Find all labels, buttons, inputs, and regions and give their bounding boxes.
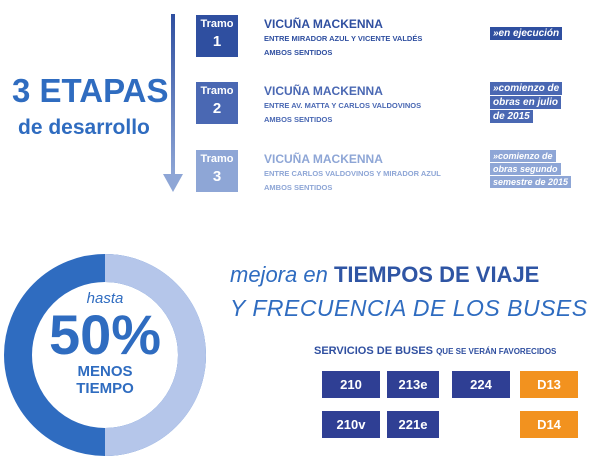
- tramo-status: »en ejecución: [490, 27, 574, 41]
- heading: 3 ETAPAS: [12, 72, 169, 109]
- donut-bottom: MENOS: [77, 363, 133, 380]
- donut-half: [104, 254, 206, 456]
- bus-service: 213e: [387, 371, 439, 398]
- donut-big: 50%: [48, 303, 162, 366]
- donut: [4, 254, 206, 456]
- subheading: de desarrollo: [18, 116, 150, 139]
- bus-service: D14: [520, 411, 578, 438]
- donut-bottom: TIEMPO: [76, 380, 134, 397]
- donut-top: hasta: [86, 290, 124, 307]
- tramo-box: Tramo 2: [196, 82, 238, 124]
- tramo-title: VICUÑA MACKENNA: [264, 152, 383, 166]
- headline-strong: TIEMPOS DE VIAJE: [333, 262, 540, 287]
- bus-service: 221e: [387, 411, 439, 438]
- tramo-line: AMBOS SENTIDOS: [264, 115, 333, 124]
- status-line: »comienzo de: [490, 82, 563, 95]
- services-title: SERVICIOS DE BUSES QUE SE VERÁN FAVORECI…: [314, 345, 556, 357]
- tramo-line: ENTRE MIRADOR AZUL Y VICENTE VALDÉS: [264, 34, 423, 43]
- tramo-number: 2: [212, 100, 222, 117]
- tramo-line: AMBOS SENTIDOS: [264, 48, 333, 57]
- headline-line2: Y FRECUENCIA DE LOS BUSES: [230, 295, 588, 321]
- tramo-line: ENTRE AV. MATTA Y CARLOS VALDOVINOS: [264, 101, 422, 110]
- status-line: »comienzo de: [490, 150, 556, 162]
- timeline-arrow: [163, 14, 183, 192]
- bus-service: D13: [520, 371, 578, 398]
- tramo-box: Tramo 3: [196, 150, 238, 192]
- tramo-label: Tramo: [200, 18, 234, 30]
- status-line: »en ejecución: [490, 27, 563, 40]
- status-line: de 2015: [490, 110, 533, 123]
- bus-service: 210v: [322, 411, 380, 438]
- tramo-number: 3: [212, 168, 222, 185]
- headline: mejora en TIEMPOS DE VIAJE: [230, 262, 539, 288]
- tramo-line: ENTRE CARLOS VALDOVINOS Y MIRADOR AZUL: [264, 169, 441, 178]
- bus-service: 210: [322, 371, 380, 398]
- services-heading: SERVICIOS DE BUSES: [314, 345, 433, 357]
- bus-service: 224: [452, 371, 510, 398]
- headline-lead: mejora en: [230, 262, 328, 287]
- donut-text: hasta 50% MENOS TIEMPO: [5, 255, 205, 397]
- status-line: obras en julio: [490, 96, 562, 109]
- tramo-status: »comienzo de obras segundo semestre de 201…: [490, 150, 574, 189]
- tramo-status: »comienzo de obras en julio de 2015: [490, 82, 574, 124]
- status-line: semestre de 2015: [490, 176, 572, 188]
- tramo-title: VICUÑA MACKENNA: [264, 84, 383, 98]
- status-line: obras segundo: [490, 163, 561, 175]
- tramo-box: Tramo 1: [196, 15, 238, 57]
- tramo-label: Tramo: [200, 153, 234, 165]
- services-note: QUE SE VERÁN FAVORECIDOS: [436, 347, 557, 356]
- tramo-label: Tramo: [200, 85, 234, 97]
- tramo-line: AMBOS SENTIDOS: [264, 183, 333, 192]
- tramo-title: VICUÑA MACKENNA: [264, 17, 383, 31]
- tramo-number: 1: [212, 33, 222, 50]
